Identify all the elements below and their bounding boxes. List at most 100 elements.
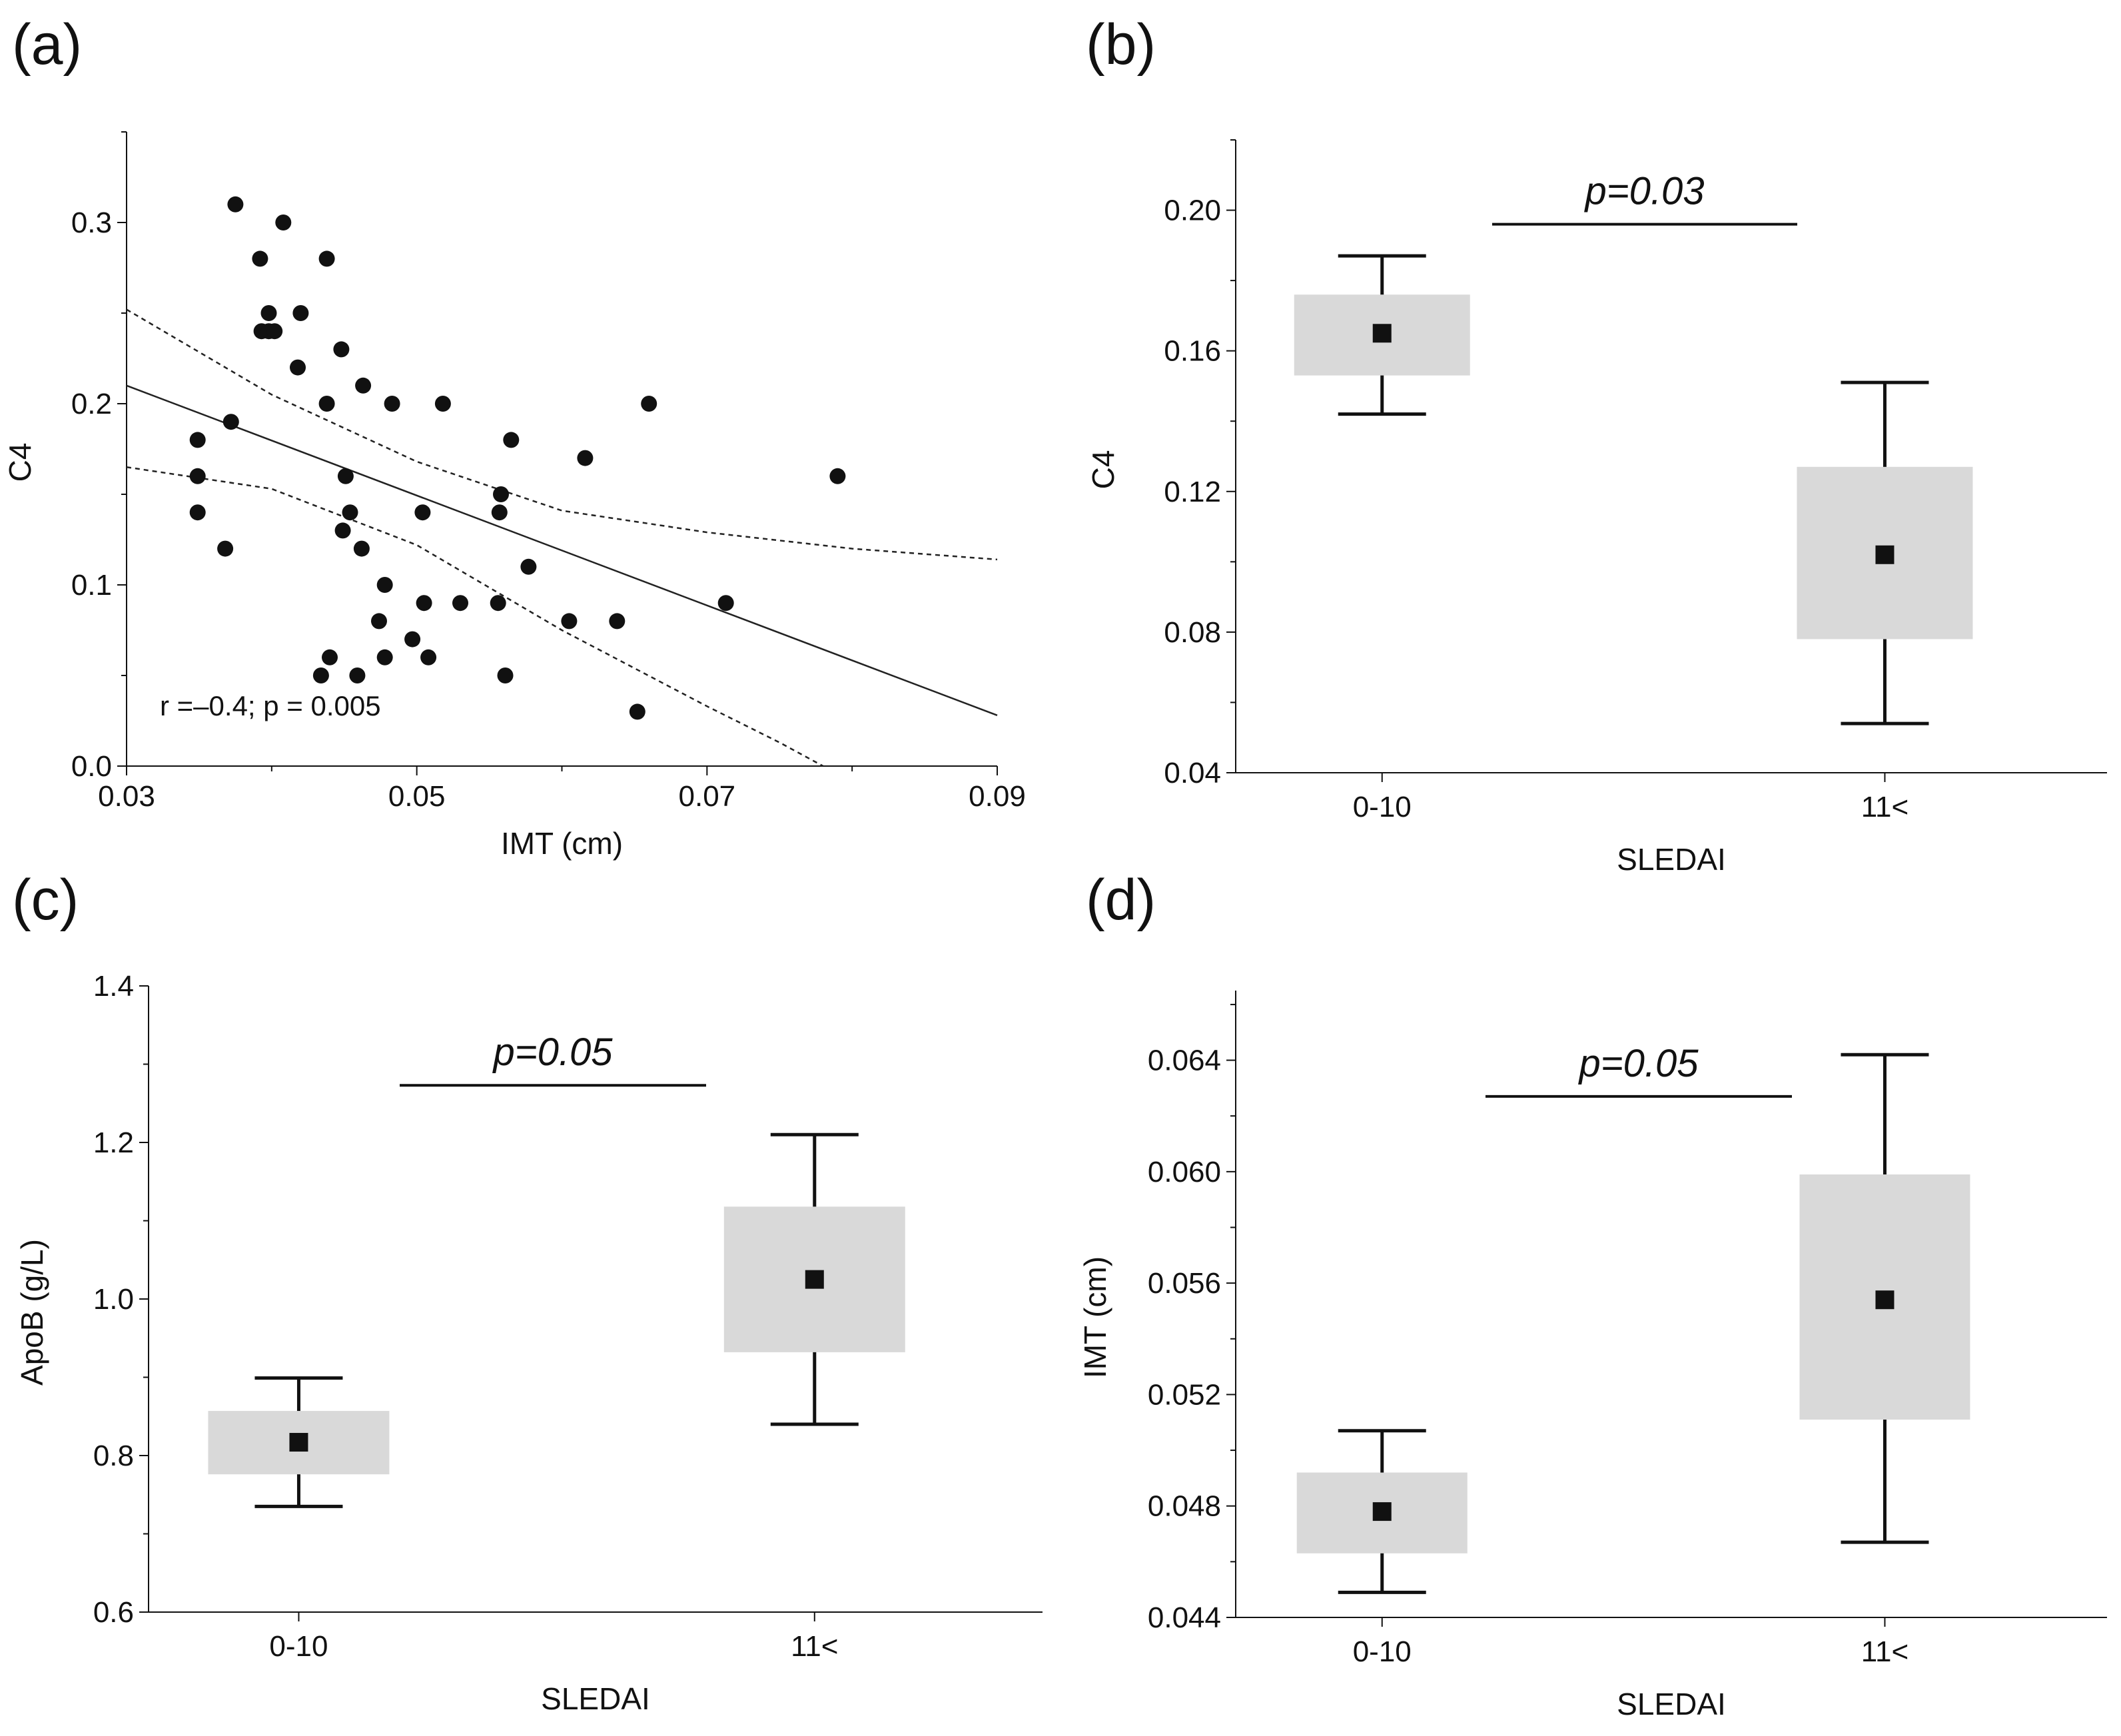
data-point (334, 522, 351, 539)
panel-label: (c) (12, 868, 79, 932)
panel-a-scatter: (a) 0.0 0.1 0.2 0.3 0.03 0.05 0.07 0.09 IMT (cm) C… (3, 13, 1026, 861)
x-tick-label: 0-10 (1353, 791, 1412, 823)
data-point (452, 595, 468, 612)
x-tick-label: 0-10 (1353, 1635, 1412, 1668)
data-point (292, 305, 309, 321)
data-point (497, 667, 514, 683)
data-point (829, 468, 846, 484)
x-axis-title: SLEDAI (1617, 842, 1726, 877)
data-point (503, 432, 520, 448)
correlation-annotation: r =–0.4; p = 0.005 (160, 690, 381, 721)
y-tick-label: 0.056 (1148, 1267, 1221, 1300)
panel-label: (d) (1086, 868, 1156, 932)
y-tick-label: 0.060 (1148, 1156, 1221, 1188)
y-tick-label: 1.0 (93, 1283, 134, 1316)
data-point (491, 504, 508, 521)
x-tick-label: 11< (1861, 791, 1909, 823)
data-point (404, 631, 421, 648)
y-tick-label: 0.048 (1148, 1490, 1221, 1523)
data-point (290, 359, 306, 376)
data-point (561, 613, 578, 630)
y-tick-label: 0.1 (71, 569, 112, 602)
data-point (252, 250, 268, 267)
panel-b-box-plot: (b) 0.04 0.08 0.12 0.16 0.20 0-10 11< SLEDAI C4 p=… (1086, 13, 2107, 877)
confidence-band-lower (127, 466, 824, 766)
panel-label: (b) (1086, 13, 1156, 77)
data-point (318, 396, 335, 412)
mean-marker (1875, 1290, 1895, 1310)
data-point (416, 595, 432, 612)
data-point (609, 613, 626, 630)
y-tick-label: 0.16 (1164, 335, 1221, 368)
data-point (189, 468, 206, 484)
data-point (371, 613, 387, 630)
data-point (222, 414, 239, 430)
y-tick-label: 0.6 (93, 1596, 134, 1629)
data-point (717, 595, 734, 612)
x-axis-title: IMT (cm) (501, 826, 623, 861)
x-tick-label: 0-10 (269, 1630, 328, 1663)
x-tick-label: 0.03 (98, 780, 155, 813)
y-axis-title: C4 (3, 443, 37, 482)
data-point (641, 396, 657, 412)
x-axis-title: SLEDAI (1617, 1687, 1726, 1721)
data-point (376, 577, 393, 593)
data-point (312, 667, 329, 683)
regression-line (126, 384, 998, 717)
y-tick-label: 0.12 (1164, 476, 1221, 508)
x-tick-label: 0.07 (679, 780, 736, 813)
y-axis-title: ApoB (g/L) (15, 1239, 49, 1386)
y-tick-label: 0.2 (71, 388, 112, 420)
data-point (349, 667, 366, 683)
y-tick-label: 1.2 (93, 1126, 134, 1159)
panel-d-box-plot: (d) 0.044 0.048 0.052 0.056 0.060 0.064 0-10 11<… (1078, 868, 2107, 1721)
data-point (376, 649, 393, 665)
y-tick-label: 0.20 (1164, 195, 1221, 227)
x-tick-label: 0.09 (969, 780, 1026, 813)
mean-marker (1372, 324, 1392, 343)
significance-label: p=0.05 (1577, 1042, 1699, 1085)
data-point (189, 432, 206, 448)
data-point (353, 540, 370, 557)
y-axis-title: C4 (1086, 450, 1120, 490)
data-point (355, 377, 372, 394)
data-point (333, 341, 350, 358)
data-point (384, 396, 400, 412)
data-point (227, 196, 244, 213)
y-tick-label: 0.04 (1164, 757, 1221, 789)
data-point (520, 558, 537, 575)
y-axis-title: IMT (cm) (1078, 1256, 1112, 1378)
mean-marker (1372, 1502, 1392, 1521)
data-point (266, 323, 283, 340)
data-point (629, 703, 645, 720)
y-tick-label: 0.8 (93, 1440, 134, 1472)
data-point (434, 396, 451, 412)
data-point (217, 540, 234, 557)
y-tick-label: 1.4 (93, 970, 134, 1003)
data-point (275, 215, 292, 230)
panel-label: (a) (12, 13, 82, 77)
significance-label: p=0.05 (492, 1031, 613, 1074)
y-tick-label: 0.08 (1164, 616, 1221, 649)
data-point (577, 450, 594, 466)
data-point (322, 649, 338, 665)
x-tick-label: 11< (1861, 1635, 1909, 1668)
panel-c-box-plot: (c) 0.6 0.8 1.0 1.2 1.4 0-10 11< SLEDAI ApoB (g/L… (12, 868, 1043, 1716)
data-point (493, 486, 509, 502)
y-tick-label: 0.052 (1148, 1378, 1221, 1411)
data-point (318, 250, 335, 267)
data-point (337, 468, 354, 484)
significance-label: p=0.03 (1583, 170, 1704, 213)
mean-marker (1875, 545, 1895, 564)
y-tick-label: 0.044 (1148, 1601, 1221, 1634)
x-axis-title: SLEDAI (541, 1681, 650, 1716)
mean-marker (289, 1433, 308, 1452)
data-point (490, 595, 506, 612)
x-tick-label: 11< (791, 1630, 838, 1663)
data-point (414, 504, 431, 521)
y-tick-label: 0.3 (71, 207, 112, 239)
data-point (189, 504, 206, 521)
confidence-band-upper (127, 308, 997, 561)
data-point (420, 649, 437, 665)
